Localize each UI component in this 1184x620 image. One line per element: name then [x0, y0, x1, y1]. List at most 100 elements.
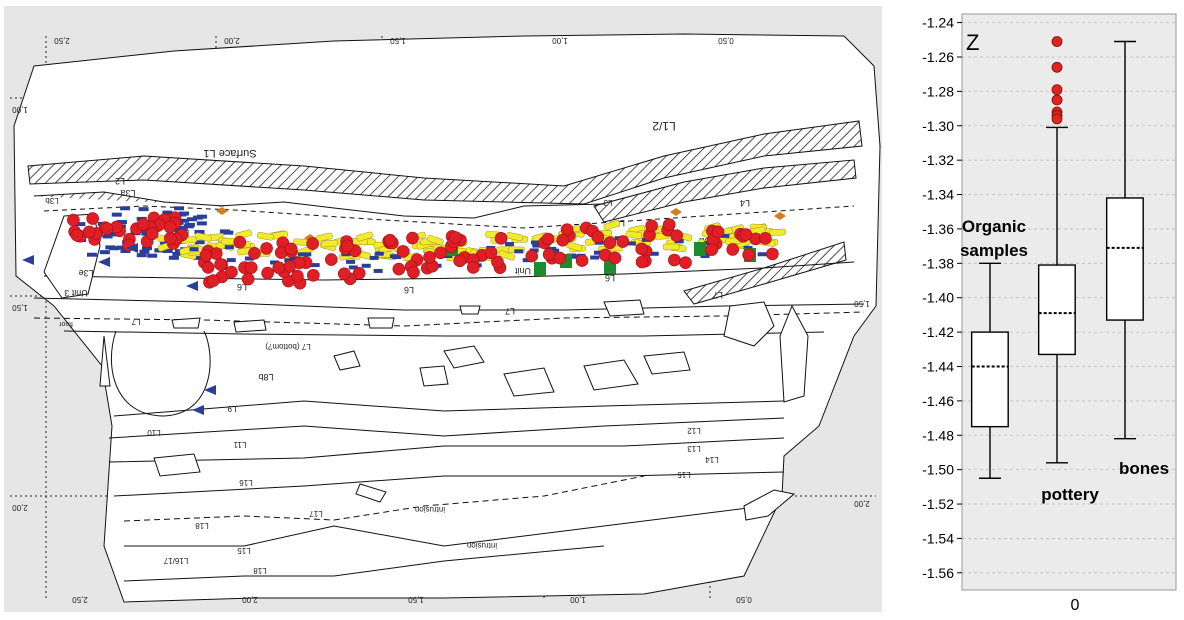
bone-marker: [285, 243, 297, 255]
layer-label: intrusion: [467, 541, 497, 550]
organic-sample-marker: [505, 242, 514, 246]
organic-sample-marker: [137, 253, 147, 257]
bone-marker: [561, 224, 573, 236]
organic-sample-marker: [189, 247, 198, 251]
box-iqr: [1107, 198, 1144, 320]
bone-marker: [646, 220, 658, 232]
layer-label: Unit 3: [64, 288, 88, 298]
bone-marker: [712, 226, 724, 238]
organic-sample-marker: [590, 256, 599, 260]
y-tick-label: -1.40: [922, 290, 954, 306]
layer-label: L15: [237, 546, 251, 555]
bone-marker: [137, 218, 149, 230]
grid-left-label: 1,00: [12, 105, 28, 114]
organic-sample-marker: [362, 264, 371, 268]
z-depth-boxplot: -1.24-1.26-1.28-1.30-1.32-1.34-1.36-1.38…: [882, 6, 1180, 614]
layer-label: L6: [404, 285, 414, 295]
bone-marker: [164, 221, 176, 233]
outlier-point: [1052, 114, 1062, 124]
bone-marker: [262, 267, 274, 279]
stratigraphic-section-drawing: L1/2Surface L1L2L3aL3bL3cL3eL4L5L5aL3L6L…: [4, 6, 882, 612]
y-tick-label: -1.32: [922, 152, 954, 168]
grid-bottom-label: 0,50: [736, 595, 752, 604]
bone-marker: [450, 232, 462, 244]
layer-label: Unit: [515, 266, 532, 276]
bone-marker: [248, 247, 260, 259]
bone-marker: [200, 249, 212, 261]
y-tick-label: -1.56: [922, 565, 954, 581]
layer-label: L7: [713, 290, 723, 300]
y-tick-label: -1.52: [922, 496, 954, 512]
organic-sample-marker: [120, 206, 130, 210]
bone-marker: [557, 234, 569, 246]
bone-marker: [679, 257, 691, 269]
organic-sample-marker: [103, 234, 113, 238]
outlier-point: [1052, 85, 1062, 95]
bone-marker: [210, 247, 222, 259]
layer-label: L7 (bottom?): [265, 342, 311, 351]
bone-marker: [706, 244, 718, 256]
bone-marker: [242, 273, 254, 285]
layer-label: L4: [740, 198, 750, 208]
layer-label: L15: [677, 470, 691, 479]
organic-sample-marker: [109, 246, 119, 250]
grid-top-label: 2,00: [224, 36, 240, 45]
y-tick-label: -1.24: [922, 15, 954, 31]
bone-marker: [261, 242, 273, 254]
x-axis-label: 0: [1071, 597, 1080, 614]
y-tick-label: -1.30: [922, 118, 954, 134]
y-tick-label: -1.36: [922, 221, 954, 237]
bone-marker: [202, 261, 214, 273]
series-label: pottery: [1041, 485, 1099, 504]
bone-marker: [273, 262, 285, 274]
section-profile-outline: [14, 34, 880, 602]
grid-top-label: 1,50: [390, 36, 406, 45]
y-tick-label: -1.38: [922, 255, 954, 271]
bone-marker: [146, 228, 158, 240]
bone-marker: [341, 240, 353, 252]
bone-marker: [164, 232, 176, 244]
bone-marker: [225, 266, 237, 278]
grid-top-label: 0,50: [718, 36, 734, 45]
y-tick-label: -1.34: [922, 187, 954, 203]
organic-sample-marker: [112, 213, 122, 217]
organic-sample-marker: [225, 245, 234, 249]
bone-marker: [406, 232, 418, 244]
layer-label: L16: [239, 478, 253, 487]
organic-sample-marker: [374, 269, 383, 273]
layer-label: L2: [115, 176, 125, 186]
bone-marker: [325, 254, 337, 266]
organic-sample-marker: [139, 207, 149, 211]
layer-label: L3e: [78, 268, 93, 278]
bone-marker: [207, 275, 219, 287]
bone-marker: [727, 243, 739, 255]
organic-sample-marker: [227, 258, 236, 262]
outlier-point: [1052, 62, 1062, 72]
pottery-marker: [770, 229, 786, 236]
bone-marker: [245, 262, 257, 274]
pottery-marker: [663, 244, 679, 250]
bone-marker: [740, 229, 752, 241]
organic-sample-marker: [100, 250, 110, 254]
organic-sample-marker: [147, 254, 157, 258]
bone-marker: [234, 236, 246, 248]
green-marker: [694, 242, 706, 256]
bone-marker: [423, 251, 435, 263]
box-iqr: [1039, 265, 1076, 354]
organic-sample-marker: [169, 256, 179, 260]
grid-bottom-label: 1,50: [408, 595, 424, 604]
layer-label: L17: [309, 509, 323, 518]
organic-sample-marker: [139, 250, 149, 254]
layer-label: intrusion: [415, 505, 445, 514]
bone-marker: [338, 268, 350, 280]
bone-marker: [101, 223, 113, 235]
layer-label: L6: [605, 273, 615, 283]
y-tick-label: -1.42: [922, 324, 954, 340]
series-label: bones: [1119, 459, 1169, 478]
bone-marker: [407, 266, 419, 278]
layer-label: L10: [147, 428, 161, 437]
layer-label: L14: [705, 455, 719, 464]
layer-label: L13: [687, 444, 701, 453]
y-tick-label: -1.54: [922, 530, 954, 546]
